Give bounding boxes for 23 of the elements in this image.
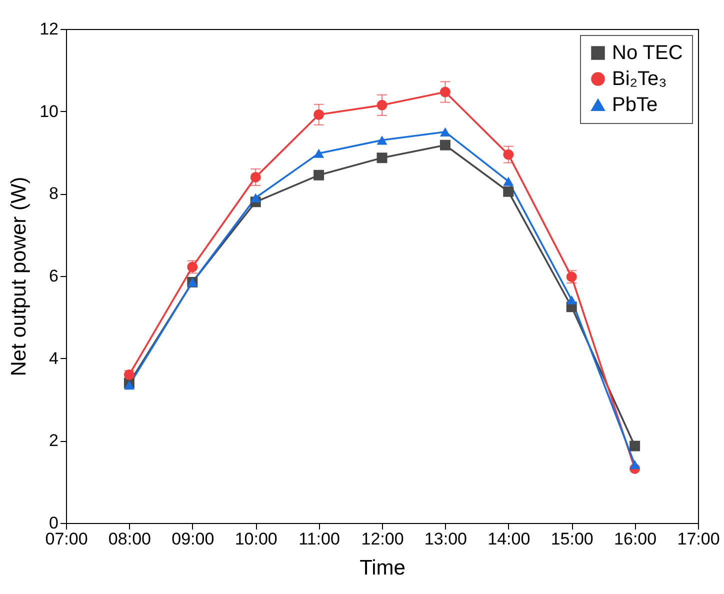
y-axis-title: Net output power (W) [8, 176, 31, 376]
y-tick-label: 4 [49, 348, 58, 368]
y-tick-label: 8 [49, 184, 58, 204]
x-tick-label: 14:00 [488, 530, 530, 548]
x-tick-label: 08:00 [108, 530, 151, 548]
x-tick-label: 17:00 [677, 530, 720, 548]
x-axis-title: Time [360, 556, 406, 580]
x-tick-label: 12:00 [361, 530, 404, 548]
legend-label: PbTe [612, 94, 658, 116]
y-tick-label: 0 [49, 514, 58, 532]
y-tick-label: 2 [49, 431, 58, 450]
y-tick-label: 12 [40, 20, 58, 38]
legend-label: Bi₂Te₃ [612, 68, 667, 90]
x-tick-label: 07:00 [45, 530, 88, 548]
x-tick-label: 11:00 [298, 530, 340, 548]
x-tick-label: 09:00 [172, 530, 214, 548]
x-tick-label: 15:00 [550, 530, 594, 548]
x-tick-label: 10:00 [234, 530, 278, 548]
x-tick-label: 13:00 [424, 530, 467, 548]
legend-label: No TEC [612, 42, 683, 64]
y-tick-label: 6 [49, 266, 58, 286]
y-tick-label: 10 [40, 102, 58, 121]
x-tick-label: 16:00 [614, 530, 657, 548]
